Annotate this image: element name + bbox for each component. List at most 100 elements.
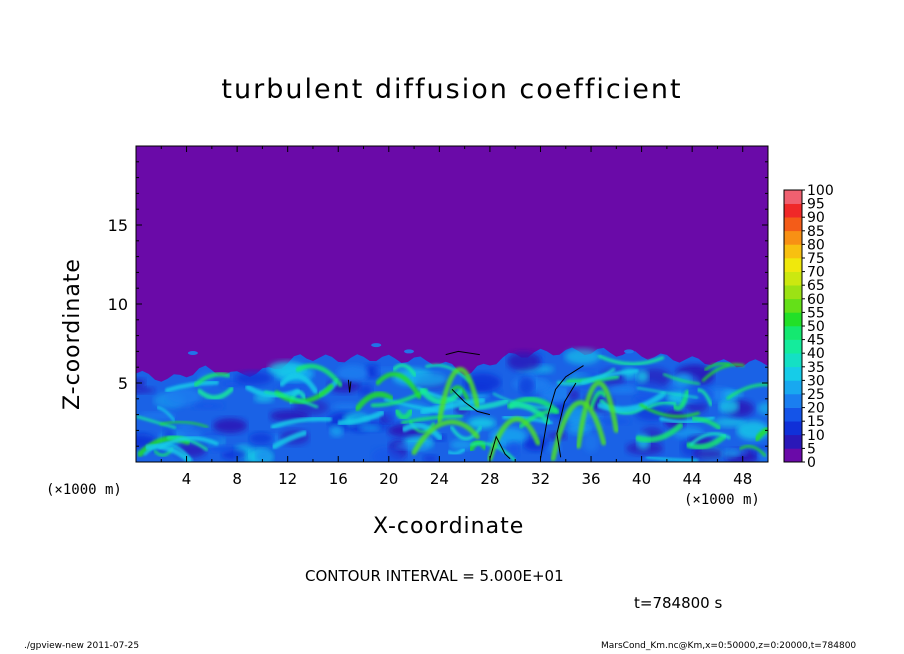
turbulence-eddy: [373, 367, 408, 374]
turbulence-streak: [689, 432, 731, 446]
turbulence-eddy: [358, 424, 381, 432]
colorbar-label: 10: [807, 428, 825, 444]
turbulence-eddy: [506, 351, 541, 371]
colorbar-label: 15: [807, 414, 825, 430]
y-axis: 5 10 15: [108, 161, 768, 447]
x-tick-label: 24: [430, 470, 449, 488]
colorbar-label: 30: [807, 373, 825, 389]
colorbar-label: 65: [807, 278, 825, 294]
colorbar-label: 45: [807, 333, 825, 349]
turbulence-streak: [508, 402, 551, 425]
colorbar-swatch: [784, 217, 802, 232]
detached-eddy: [187, 351, 198, 355]
turbulence-streak: [401, 414, 463, 425]
turbulence-eddy: [209, 445, 234, 453]
turbulence-eddy: [422, 455, 439, 462]
x-tick-label: 4: [182, 470, 192, 488]
x-tick-label: 48: [733, 470, 752, 488]
turbulence-streak: [270, 416, 333, 430]
time-label: t=784800 s: [634, 594, 723, 612]
turbulence-streak: [701, 363, 745, 382]
colorbar-label: 5: [807, 441, 816, 457]
contour-interval-label: CONTOUR INTERVAL = 5.000E+01: [305, 567, 564, 585]
detached-eddy: [404, 349, 414, 354]
turbulence-streak: [639, 403, 700, 418]
colorbar-label: 50: [807, 319, 825, 335]
colorbar-label: 0: [807, 455, 816, 471]
x-axis: 4 8 12 16 20 24 28 32 36 40 44 48: [160, 146, 752, 488]
x-axis-unit-right: (×1000 m): [684, 492, 760, 508]
turbulence-eddy: [757, 450, 768, 461]
turbulence-streak: [136, 415, 177, 429]
y-tick-label: 10: [108, 295, 128, 314]
chart-title: turbulent diffusion coefficient: [221, 74, 683, 105]
colorbar-swatch: [784, 339, 802, 354]
turbulence-eddy: [682, 386, 714, 405]
colorbar-swatch: [784, 258, 802, 272]
x-axis-unit-left: (×1000 m): [46, 482, 122, 498]
colorbar-swatch: [784, 203, 802, 218]
turbulence-streak: [197, 386, 235, 400]
detached-eddy: [371, 343, 382, 348]
turbulence-streak: [597, 391, 667, 413]
turbulence-eddy: [235, 371, 272, 386]
turbulence-eddy: [607, 385, 638, 394]
turbulence-streak: [580, 368, 639, 385]
turbulence-eddy: [467, 417, 496, 429]
colorbar-label: 20: [807, 401, 825, 417]
turbulence-eddy: [176, 422, 194, 430]
turbulence-streak: [739, 445, 767, 457]
colorbar-swatch: [784, 394, 802, 408]
turbulence-streak: [646, 401, 677, 410]
turbulence-streak: [449, 385, 471, 406]
contour-line-50: [540, 365, 584, 459]
colorbar-swatch: [784, 380, 802, 395]
colorbar-label: 60: [807, 292, 825, 308]
turbulence-streak: [354, 391, 394, 412]
turbulence-eddy: [336, 364, 369, 382]
colorbar-label: 25: [807, 387, 825, 403]
turbulence-eddy: [564, 348, 601, 365]
x-tick-label: 8: [232, 470, 242, 488]
turbulence-streak: [645, 455, 699, 462]
turbulence-streak: [245, 384, 301, 399]
contour-line-50: [451, 388, 491, 416]
colorbar-swatch: [784, 326, 802, 340]
turbulence-streak: [635, 422, 684, 443]
turbulence-streak: [458, 398, 509, 412]
colorbar-swatch: [784, 353, 802, 368]
turbulence-plume: [411, 419, 480, 455]
colorbar-swatch: [784, 190, 802, 204]
turbulence-field: [136, 343, 768, 462]
turbulence-eddy: [720, 389, 738, 401]
turbulence-streak: [696, 388, 713, 407]
turbulence-eddy: [720, 449, 740, 458]
turbulence-eddy: [713, 417, 746, 428]
x-tick-label: 12: [278, 470, 297, 488]
y-tick-label: 15: [108, 216, 128, 235]
turbulence-streak: [425, 363, 471, 383]
turbulence-eddy: [136, 387, 156, 394]
x-tick-label: 32: [531, 470, 550, 488]
turbulence-streak: [447, 447, 466, 456]
x-tick-label: 20: [379, 470, 398, 488]
turbulence-streak: [704, 362, 730, 372]
turbulence-eddy: [358, 384, 373, 397]
turbulence-eddy: [408, 372, 448, 388]
colorbar-swatch: [784, 434, 802, 449]
x-tick-label: 40: [632, 470, 651, 488]
turbulence-streak: [726, 382, 768, 400]
turbulence-streak: [164, 380, 219, 393]
colorbar-swatch: [784, 271, 802, 286]
turbulence-streak: [754, 426, 768, 442]
turbulence-streak: [193, 372, 231, 387]
contour-line-50: [556, 382, 577, 458]
detached-eddy: [624, 349, 634, 354]
turbulence-eddy: [329, 425, 344, 437]
colorbar-label: 55: [807, 305, 825, 321]
turbulence-eddy: [331, 402, 361, 412]
colorbar-swatch: [784, 421, 802, 436]
turbulence-eddy: [364, 365, 380, 378]
x-tick-label: 44: [683, 470, 702, 488]
